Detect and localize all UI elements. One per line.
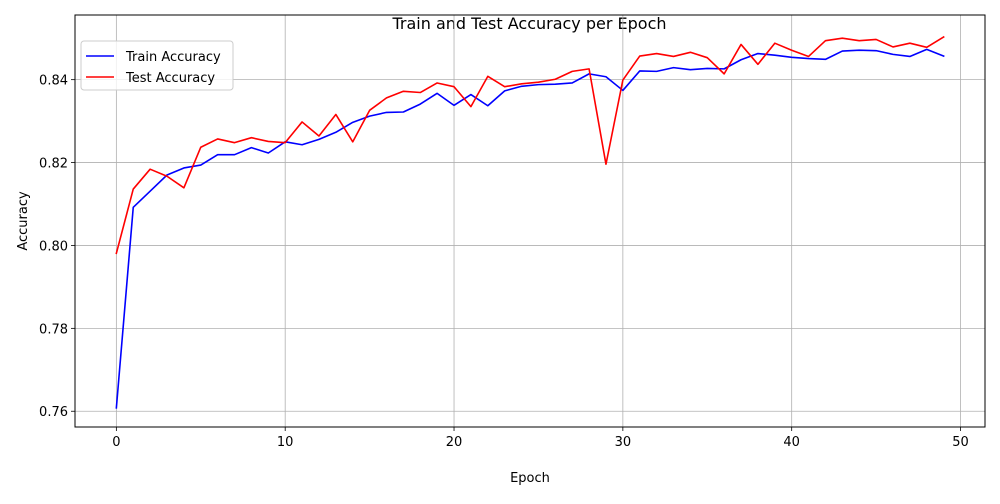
legend-box — [80, 40, 234, 91]
axis-ticks: 0 10 20 30 40 50 0.76 0.78 0.80 0.82 0.84 — [39, 74, 969, 450]
grid — [75, 15, 985, 427]
x-tick-label: 30 — [615, 435, 632, 450]
y-tick-label: 0.84 — [39, 74, 68, 89]
x-tick-label: 0 — [112, 435, 120, 450]
legend-label-train: Train Accuracy — [125, 50, 221, 65]
y-tick-label: 0.82 — [39, 157, 68, 172]
legend-label-test: Test Accuracy — [125, 71, 215, 86]
chart-title: Train and Test Accuracy per Epoch — [391, 14, 666, 33]
test-accuracy-line — [115, 35, 945, 255]
plot-frame — [74, 14, 986, 428]
x-tick-label: 10 — [277, 435, 294, 450]
y-tick-label: 0.76 — [39, 405, 68, 420]
train-accuracy-line — [115, 48, 945, 409]
y-tick-label: 0.78 — [39, 322, 68, 337]
legend: Train Accuracy Test Accuracy — [80, 40, 234, 91]
x-axis-label: Epoch — [510, 471, 550, 486]
y-axis-label: Accuracy — [16, 191, 31, 251]
x-tick-label: 50 — [952, 435, 969, 450]
y-tick-label: 0.80 — [39, 239, 68, 254]
x-tick-label: 40 — [783, 435, 800, 450]
x-tick-label: 20 — [446, 435, 463, 450]
series-lines — [115, 35, 945, 409]
